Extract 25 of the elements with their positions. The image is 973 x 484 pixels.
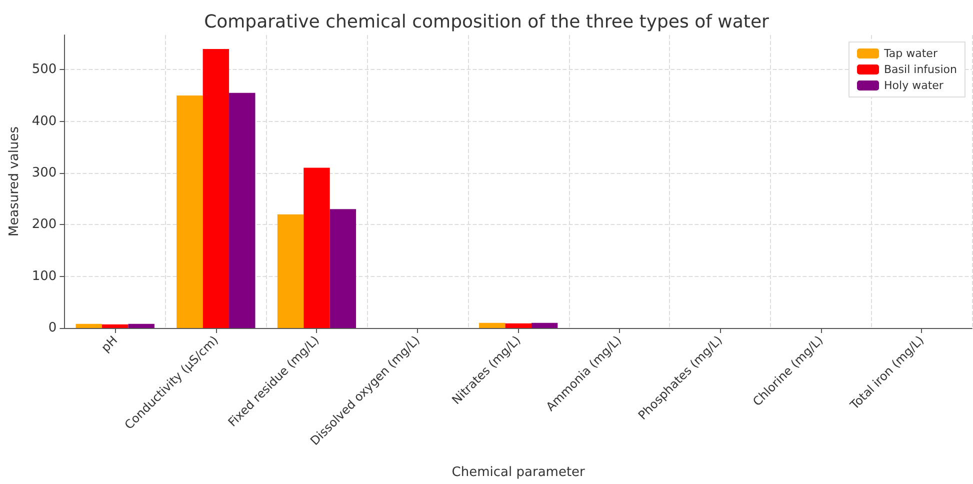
y-tick-label: 0 bbox=[48, 320, 57, 336]
x-axis-title: Chemical parameter bbox=[452, 465, 586, 480]
chart-title: Comparative chemical composition of the three types of water bbox=[204, 12, 770, 32]
bar bbox=[304, 168, 330, 328]
bar bbox=[229, 92, 256, 328]
legend-label: Basil infusion bbox=[884, 63, 958, 76]
bar bbox=[176, 95, 203, 328]
bar bbox=[505, 323, 532, 328]
legend-label: Tap water bbox=[883, 47, 938, 60]
y-tick-label: 200 bbox=[32, 217, 57, 232]
bar bbox=[531, 322, 558, 328]
bar bbox=[330, 209, 356, 328]
bar bbox=[202, 48, 230, 328]
bar bbox=[102, 324, 128, 328]
bar bbox=[76, 324, 102, 328]
bar bbox=[277, 214, 304, 328]
y-tick-label: 400 bbox=[32, 114, 57, 129]
y-tick-label: 100 bbox=[32, 268, 57, 284]
y-tick-label: 300 bbox=[32, 165, 57, 180]
y-tick-label: 500 bbox=[32, 62, 57, 78]
y-axis-title: Measured values bbox=[7, 126, 22, 236]
bar bbox=[479, 322, 506, 328]
x-tick-label: pH bbox=[98, 333, 120, 355]
bar bbox=[128, 324, 154, 328]
legend-label: Holy water bbox=[884, 79, 944, 92]
